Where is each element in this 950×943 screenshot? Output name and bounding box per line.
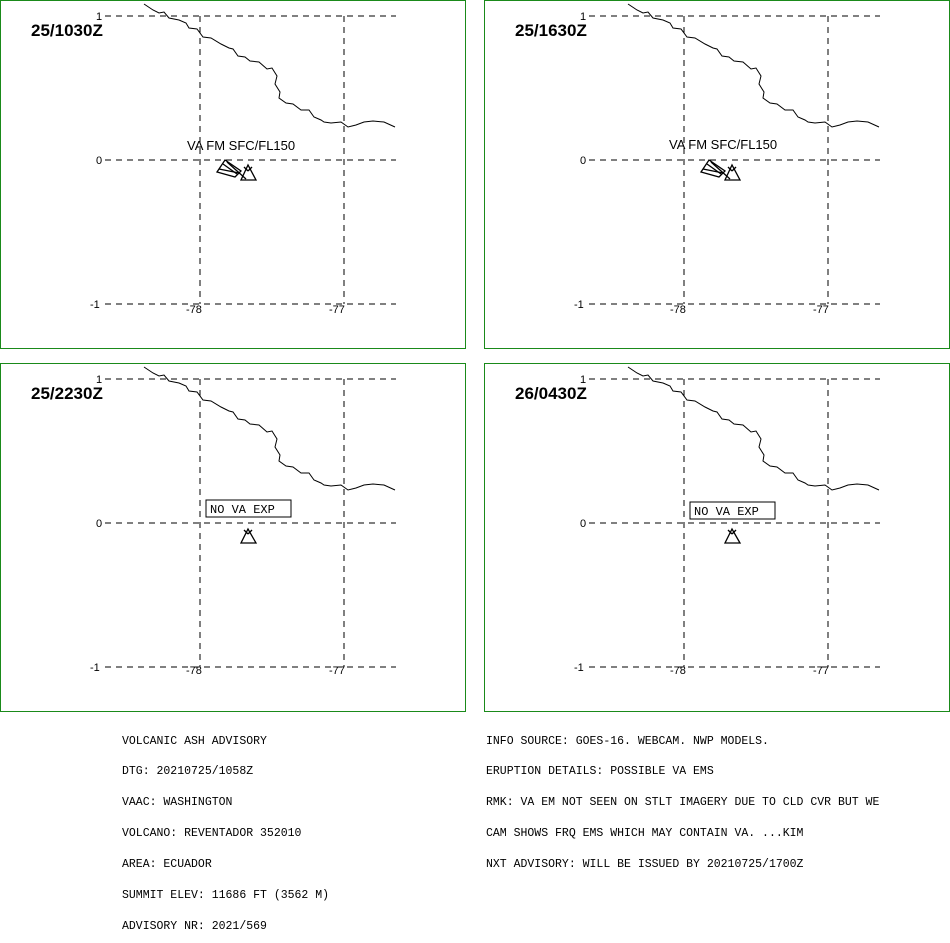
no-va-label: NO VA EXP xyxy=(210,503,275,517)
ash-label: VA FM SFC/FL150 xyxy=(187,138,295,153)
map-svg: 1 0 -1 -78 -77 25/1030Z VA FM SFC/FL150 xyxy=(31,3,396,316)
lon-label-left: -78 xyxy=(186,665,202,677)
coastline xyxy=(143,3,396,128)
no-va-label: NO VA EXP xyxy=(694,505,759,519)
advisory-line: DTG: 20210725/1058Z xyxy=(122,765,254,779)
advisory-line: SUMMIT ELEV: 11686 FT (3562 M) xyxy=(122,889,330,903)
lat-label-mid: 0 xyxy=(96,518,102,530)
ash-label: VA FM SFC/FL150 xyxy=(669,137,777,152)
advisory-line: ERUPTION DETAILS: POSSIBLE VA EMS xyxy=(486,765,714,779)
lat-label-top: 1 xyxy=(580,11,586,23)
map-panel-4: NO VA EXP 1 0 -1 -78 -77 26/0430Z xyxy=(484,363,950,712)
coastline xyxy=(143,366,396,491)
lon-label-right: -77 xyxy=(329,304,345,316)
advisory-info-right: INFO SOURCE: GOES-16. WEBCAM. NWP MODELS… xyxy=(486,716,879,881)
advisory-info-left: VOLCANIC ASH ADVISORY DTG: 20210725/1058… xyxy=(122,716,329,943)
advisory-line: AREA: ECUADOR xyxy=(122,858,212,872)
map-panel-3: NO VA EXP 1 0 -1 -78 -77 25/2230Z xyxy=(0,363,466,712)
map-svg: NO VA EXP 1 0 -1 -78 -77 25/2230Z xyxy=(31,366,396,677)
coastline xyxy=(627,366,880,491)
lat-label-mid: 0 xyxy=(96,155,102,167)
valid-time: 25/1630Z xyxy=(515,21,587,40)
valid-time: 25/2230Z xyxy=(31,384,103,403)
ash-plume xyxy=(215,159,247,180)
lat-label-bot: -1 xyxy=(574,662,584,674)
gridlines xyxy=(105,15,396,305)
volcano-icon xyxy=(239,163,258,181)
ash-plume xyxy=(699,159,731,180)
lon-label-right: -77 xyxy=(329,665,345,677)
advisory-line: VOLCANO: REVENTADOR 352010 xyxy=(122,827,302,841)
lon-label-left: -78 xyxy=(670,304,686,316)
advisory-line: VOLCANIC ASH ADVISORY xyxy=(122,734,267,748)
lat-label-bot: -1 xyxy=(90,662,100,674)
gridlines xyxy=(589,378,880,668)
lat-label-mid: 0 xyxy=(580,518,586,530)
lon-label-left: -78 xyxy=(186,304,202,316)
advisory-line: VAAC: WASHINGTON xyxy=(122,796,233,810)
gridlines xyxy=(589,15,880,305)
volcano-icon xyxy=(239,527,258,544)
no-va-box xyxy=(205,499,292,518)
map-svg: 1 0 -1 -78 -77 25/1630Z VA FM SFC/FL150 xyxy=(515,3,880,316)
lat-label-bot: -1 xyxy=(90,299,100,311)
advisory-line: ADVISORY NR: 2021/569 xyxy=(122,919,267,933)
advisory-line: RMK: VA EM NOT SEEN ON STLT IMAGERY DUE … xyxy=(486,796,880,810)
lat-label-bot: -1 xyxy=(574,299,584,311)
advisory-line: NXT ADVISORY: WILL BE ISSUED BY 20210725… xyxy=(486,858,804,872)
gridlines xyxy=(105,378,396,668)
map-panel-1: 1 0 -1 -78 -77 25/1030Z VA FM SFC/FL150 xyxy=(0,0,466,349)
lon-label-right: -77 xyxy=(813,304,829,316)
coastline xyxy=(627,3,880,128)
lat-label-top: 1 xyxy=(96,11,102,23)
map-panel-2: 1 0 -1 -78 -77 25/1630Z VA FM SFC/FL150 xyxy=(484,0,950,349)
lat-label-mid: 0 xyxy=(580,155,586,167)
lon-label-left: -78 xyxy=(670,665,686,677)
lat-label-top: 1 xyxy=(96,374,102,386)
map-svg: NO VA EXP 1 0 -1 -78 -77 26/0430Z xyxy=(515,366,880,677)
advisory-line: INFO SOURCE: GOES-16. WEBCAM. NWP MODELS… xyxy=(486,734,769,748)
lat-label-top: 1 xyxy=(580,374,586,386)
advisory-line: CAM SHOWS FRQ EMS WHICH MAY CONTAIN VA. … xyxy=(486,827,804,841)
volcano-icon xyxy=(723,527,742,544)
volcano-icon xyxy=(723,163,742,181)
valid-time: 26/0430Z xyxy=(515,384,587,403)
lon-label-right: -77 xyxy=(813,665,829,677)
valid-time: 25/1030Z xyxy=(31,21,103,40)
no-va-box xyxy=(689,501,776,520)
